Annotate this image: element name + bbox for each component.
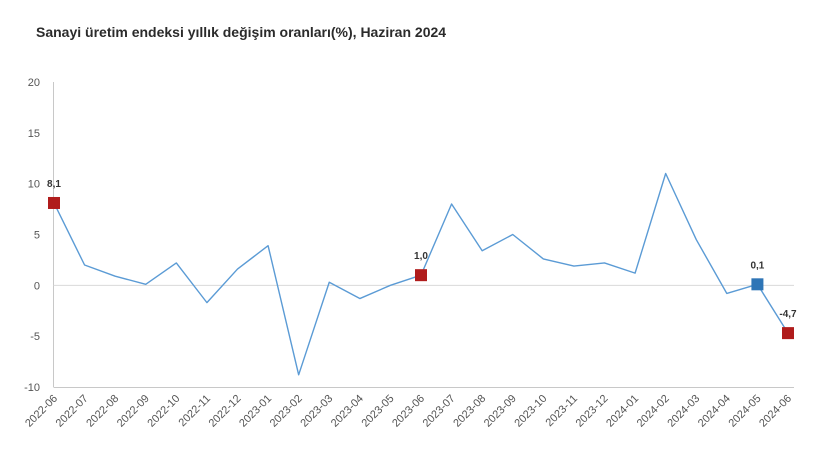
data-point	[327, 280, 332, 285]
x-tick-label: 2023-09	[482, 393, 519, 430]
highlight-marker	[48, 196, 60, 209]
x-tick-label: 2024-06	[757, 393, 794, 430]
x-tick-label: 2023-05	[360, 393, 397, 430]
x-tick-label: 2023-07	[421, 393, 458, 430]
x-tick-label: 2023-11	[544, 393, 580, 429]
data-point	[143, 282, 148, 287]
y-tick-label: -10	[24, 382, 40, 394]
data-point	[571, 264, 576, 269]
x-tick-label: 2022-12	[207, 393, 244, 430]
x-tick-label: 2024-02	[635, 393, 672, 430]
data-point	[174, 260, 179, 265]
y-tick-label: 5	[34, 230, 40, 242]
axes	[53, 82, 794, 388]
x-tick-label: 2023-02	[268, 393, 305, 430]
x-tick-label: 2022-10	[145, 393, 182, 430]
data-point	[296, 372, 301, 377]
data-point	[541, 256, 546, 261]
highlight-marker	[751, 278, 764, 291]
data-point	[724, 291, 729, 296]
data-point	[510, 232, 515, 237]
data-label: 1,0	[414, 251, 428, 262]
x-tick-label: 2023-04	[329, 393, 366, 430]
x-tick-label: 2024-01	[604, 393, 641, 430]
y-tick-label: 15	[28, 128, 40, 140]
x-tick-label: 2022-06	[23, 393, 60, 430]
data-point	[602, 260, 607, 265]
x-tick-label: 2022-07	[54, 393, 91, 430]
data-point	[449, 202, 454, 207]
data-point	[633, 271, 638, 276]
x-tick-label: 2023-08	[451, 393, 488, 430]
x-axis-ticks: 2022-062022-072022-082022-092022-102022-…	[23, 393, 794, 430]
data-label: -4,7	[779, 309, 797, 320]
y-tick-label: 10	[28, 179, 40, 191]
data-point	[388, 283, 393, 288]
x-tick-label: 2024-03	[665, 393, 702, 430]
data-point	[113, 274, 118, 279]
highlight-marker	[782, 327, 794, 340]
x-tick-label: 2024-05	[727, 393, 764, 430]
data-label: 0,1	[750, 260, 764, 271]
x-tick-label: 2022-09	[115, 393, 152, 430]
x-tick-label: 2023-10	[512, 393, 549, 430]
data-point	[266, 243, 271, 248]
y-tick-label: 20	[28, 77, 40, 89]
data-point	[480, 248, 485, 253]
y-tick-label: 0	[34, 280, 40, 292]
y-tick-label: -5	[30, 331, 40, 343]
highlight-markers: 8,1 1,0 0,1 -4,7	[47, 179, 797, 340]
x-tick-label: 2023-06	[390, 393, 427, 430]
highlight-marker	[415, 269, 427, 282]
y-axis-ticks: 20 15 10 5 0 -5 -10	[24, 77, 40, 394]
data-point	[357, 296, 362, 301]
data-point	[235, 267, 240, 272]
data-point	[663, 171, 668, 176]
x-tick-label: 2024-04	[696, 393, 733, 430]
data-point	[204, 300, 209, 305]
data-point	[694, 237, 699, 242]
x-tick-label: 2022-11	[177, 393, 213, 429]
x-tick-label: 2023-03	[298, 393, 335, 430]
data-label: 8,1	[47, 179, 61, 190]
x-tick-label: 2023-12	[574, 393, 611, 430]
data-point	[82, 263, 87, 268]
chart-title: Sanayi üretim endeksi yıllık değişim ora…	[36, 24, 447, 40]
x-tick-label: 2023-01	[237, 393, 274, 430]
x-tick-label: 2022-08	[84, 393, 121, 430]
